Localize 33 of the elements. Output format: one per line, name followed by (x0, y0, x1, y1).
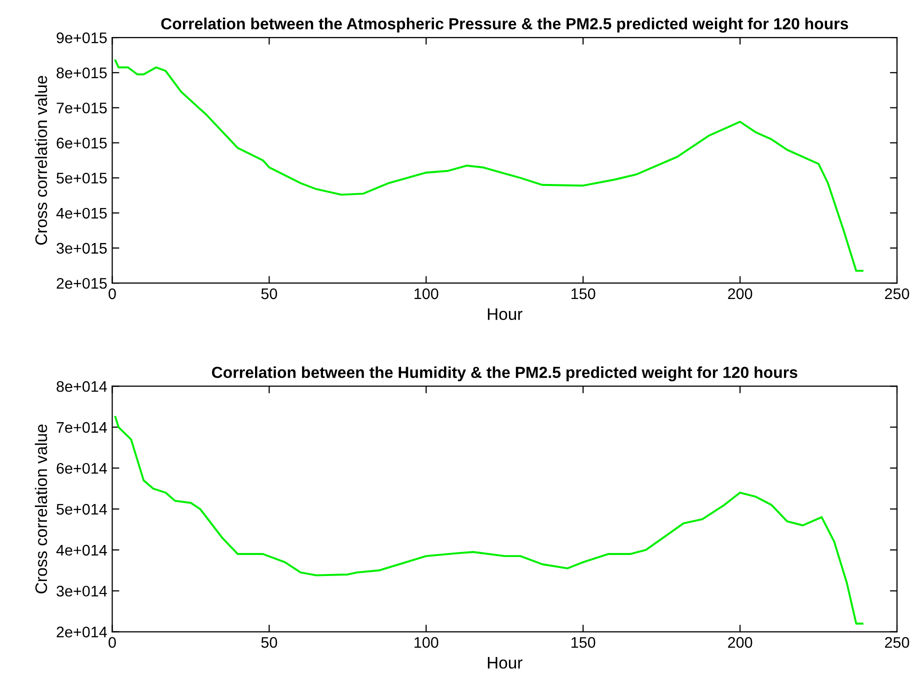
y-tick-label: 3e+015 (56, 242, 107, 254)
x-tick-label: 250 (885, 637, 910, 648)
y-tick-label: 8e+015 (56, 68, 107, 78)
y-tick-label: 2e+014 (56, 626, 107, 638)
y-tick-label: 5e+015 (56, 172, 107, 184)
x-tick-label: 200 (728, 637, 752, 648)
y-tick-label: 4e+014 (56, 544, 107, 556)
y-tick-label: 3e+014 (56, 586, 107, 597)
y-tick-label: 4e+015 (56, 208, 107, 219)
x-tick-label: 0 (108, 637, 116, 648)
x-tick-label: 150 (572, 637, 596, 648)
x-tick-label: 150 (572, 288, 596, 300)
x-axis-title: Hour (488, 308, 522, 320)
chart-title: Correlation between the Atmospheric Pressure & the PM2.5 predicted weight for 120 hours (161, 18, 848, 33)
x-tick-label: 50 (261, 288, 278, 300)
x-tick-label: 100 (414, 288, 438, 300)
x-tick-label: 200 (728, 288, 752, 300)
y-tick-label: 7e+014 (56, 422, 107, 433)
x-tick-label: 100 (414, 637, 438, 648)
y-tick-label: 2e+015 (56, 278, 107, 289)
x-axis-title: Hour (488, 657, 522, 669)
y-tick-label: 9e+015 (56, 32, 107, 44)
x-tick-label: 50 (261, 637, 278, 648)
chart-title: Correlation between the Humidity & the PM2.5 predicted weight for 120 hours (212, 366, 798, 382)
y-tick-label: 6e+014 (56, 462, 107, 474)
y-tick-label: 6e+015 (56, 138, 107, 148)
x-tick-label: 0 (108, 288, 116, 300)
y-axis-title: Cross correlation value (34, 424, 48, 594)
y-axis-title: Cross correlation value (34, 76, 48, 245)
y-tick-label: 7e+015 (56, 102, 107, 114)
y-tick-label: 8e+014 (56, 381, 107, 392)
x-tick-label: 250 (885, 288, 910, 300)
y-tick-label: 5e+014 (56, 504, 107, 515)
